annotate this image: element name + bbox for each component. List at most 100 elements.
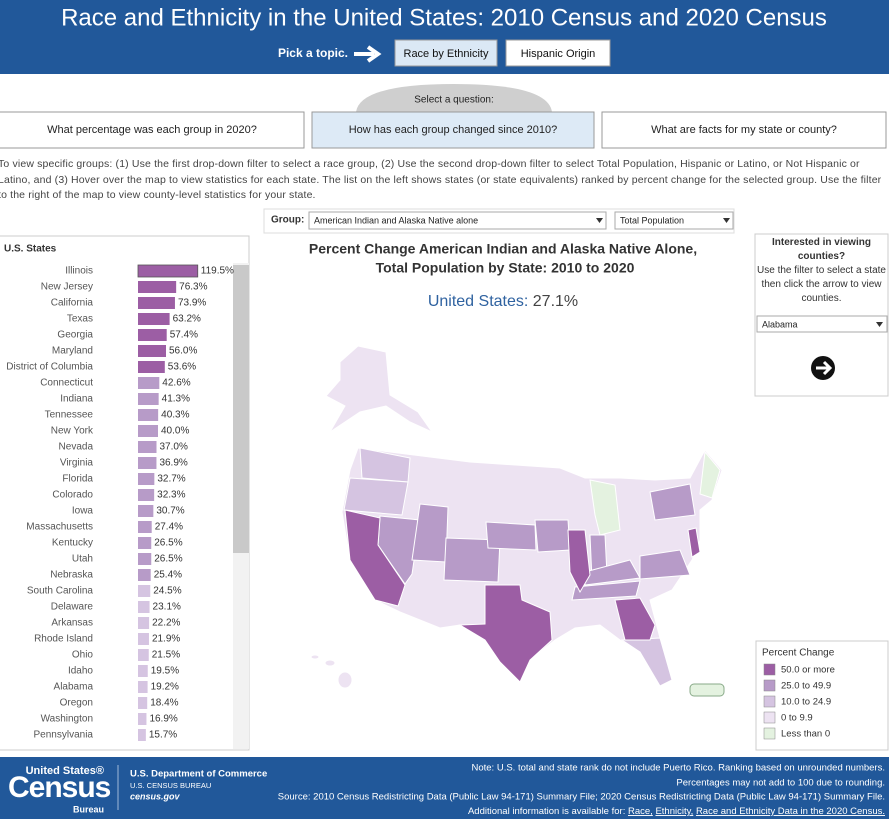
- state-name: Utah: [72, 554, 93, 565]
- dropdown-value[interactable]: American Indian and Alaska Native alone: [314, 215, 478, 225]
- filter-label: Group:: [271, 215, 304, 226]
- footer-more: Additional information is available for:…: [468, 806, 885, 817]
- value-label: 36.9%: [159, 458, 187, 469]
- value-label: 19.2%: [151, 682, 179, 693]
- link[interactable]: Race,: [628, 806, 653, 817]
- question-tab[interactable]: [0, 111, 305, 149]
- value-label: 15.7%: [149, 730, 177, 741]
- topic-button[interactable]: [394, 39, 498, 67]
- state-name: Iowa: [72, 506, 94, 517]
- dropdown-value[interactable]: Total Population: [620, 215, 684, 225]
- footer-note: Note: U.S. total and state rank do not i…: [471, 763, 885, 774]
- state-shape: [699, 450, 721, 499]
- dropdown[interactable]: [308, 211, 607, 230]
- value-label: 24.5%: [153, 586, 181, 597]
- dropdown-value[interactable]: Alabama: [762, 319, 798, 329]
- state-shape: [567, 529, 591, 594]
- state-name: Idaho: [68, 666, 93, 677]
- logo-bottom: Bureau: [73, 804, 104, 814]
- panel-border: [0, 235, 250, 751]
- map-title: Total Population by State: 2010 to 2020: [376, 260, 635, 276]
- value-label: 76.3%: [179, 282, 207, 293]
- state-shape: [344, 509, 406, 607]
- state-name: Massachusetts: [26, 522, 93, 533]
- question-tab[interactable]: [601, 111, 887, 149]
- state-name: Nebraska: [50, 570, 93, 581]
- legend-box: [755, 640, 889, 751]
- state-shape: [614, 597, 656, 641]
- question-prompt: Select a question:: [414, 95, 494, 106]
- state-name: Alabama: [54, 682, 94, 693]
- dropdown[interactable]: [756, 315, 888, 333]
- value-label: 37.0%: [160, 442, 188, 453]
- us-label: United States:: [428, 293, 529, 310]
- bar: [138, 713, 147, 725]
- county-instructions: Use the filter to select a state then cl…: [757, 265, 886, 304]
- dropdown-caret: [876, 322, 883, 327]
- value-label: 32.3%: [157, 490, 185, 501]
- value-label: 26.5%: [154, 538, 182, 549]
- state-shape: [620, 637, 673, 687]
- bar: [138, 313, 170, 325]
- link[interactable]: Race and Ethnicity Data in the 2020 Cens…: [696, 806, 885, 817]
- map-title: Percent Change American Indian and Alask…: [309, 241, 697, 257]
- question-tab[interactable]: [311, 111, 595, 149]
- topic-button-label[interactable]: Hispanic Origin: [521, 48, 596, 60]
- dropdown[interactable]: [614, 211, 734, 230]
- state-name: California: [51, 298, 94, 309]
- value-label: 26.5%: [154, 554, 182, 565]
- question-tab-label[interactable]: What percentage was each group in 2020?: [47, 124, 257, 136]
- us-value: 27.1%: [533, 293, 578, 310]
- state-shape: [458, 584, 553, 683]
- topic-button[interactable]: [505, 39, 611, 67]
- bar: [138, 441, 157, 453]
- scroll-thumb[interactable]: [233, 265, 249, 553]
- logo-top: United States®: [26, 765, 104, 777]
- value-label: 22.2%: [152, 618, 180, 629]
- value-label: 27.4%: [155, 522, 183, 533]
- bar: [138, 521, 152, 533]
- topic-prompt: Pick a topic.: [278, 46, 348, 60]
- state-name: Arkansas: [51, 618, 93, 629]
- legend-swatch: [763, 663, 776, 676]
- go-arrow[interactable]: [816, 360, 833, 376]
- legend-label: 10.0 to 24.9: [781, 697, 831, 708]
- state-shape: [325, 345, 434, 434]
- value-label: 19.5%: [151, 666, 179, 677]
- bar: [138, 393, 159, 405]
- value-label: 53.6%: [168, 362, 196, 373]
- title: Race and Ethnicity in the United States:…: [61, 4, 827, 31]
- value-label: 41.3%: [162, 394, 190, 405]
- value-label: 73.9%: [178, 298, 206, 309]
- legend-swatch: [763, 679, 776, 692]
- value-label: 56.0%: [169, 346, 197, 357]
- county-text: Interested in viewing counties? Use the …: [757, 236, 886, 306]
- state-shape: [571, 580, 641, 601]
- state-name: Oregon: [60, 698, 93, 709]
- state-shape: [310, 654, 320, 660]
- state-name: Ohio: [72, 650, 94, 661]
- bar: [138, 425, 158, 437]
- bar: [138, 601, 150, 613]
- state-name: Tennessee: [45, 410, 94, 421]
- state-name: Delaware: [51, 602, 94, 613]
- value-label: 16.9%: [149, 714, 177, 725]
- question-tab-label[interactable]: How has each group changed since 2010?: [349, 124, 558, 136]
- state-shape: [443, 537, 501, 583]
- value-label: 32.7%: [157, 474, 185, 485]
- value-label: 25.4%: [154, 570, 182, 581]
- value-label: 40.0%: [161, 426, 189, 437]
- question-tab-label[interactable]: What are facts for my state or county?: [651, 124, 837, 136]
- bar: [138, 729, 146, 741]
- value-label: 40.3%: [161, 410, 189, 421]
- us-summary: United States: 27.1%: [428, 293, 578, 310]
- state-name: Illinois: [65, 266, 93, 277]
- topic-button-label[interactable]: Race by Ethnicity: [404, 48, 489, 60]
- dropdown-caret: [596, 218, 603, 223]
- legend: Percent Change 50.0 or more 25.0 to 49.9 1…: [755, 640, 889, 751]
- question-badge: [356, 84, 552, 112]
- link[interactable]: Ethnicity,: [655, 806, 693, 817]
- bar: [138, 633, 149, 645]
- logo-main: Census: [8, 771, 111, 804]
